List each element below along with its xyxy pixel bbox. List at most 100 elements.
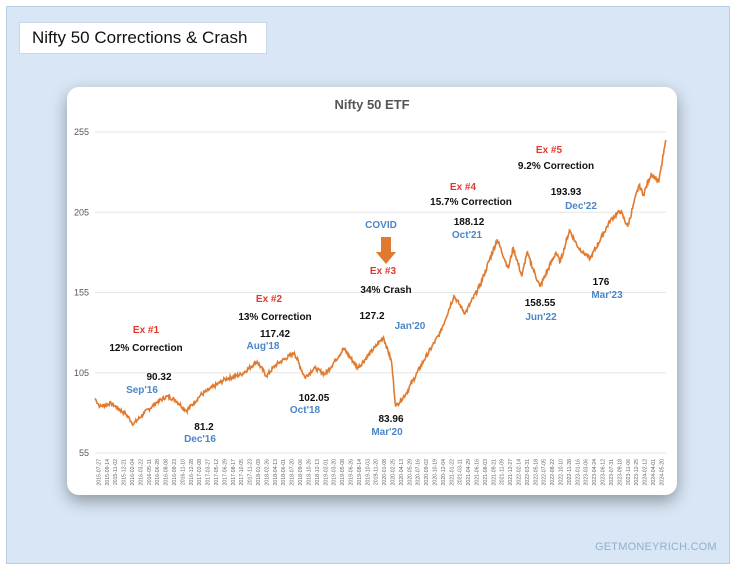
x-tick-label: 2019-10-03 — [365, 459, 371, 486]
x-tick-label: 2023-11-06 — [626, 459, 632, 485]
annotation-trough-value: 158.55 — [525, 298, 556, 309]
annotation-description: 34% Crash — [360, 285, 411, 296]
x-tick-label: 2022-11-28 — [567, 459, 573, 485]
x-tick-label: 2023-01-16 — [575, 459, 581, 486]
x-tick-label: 2022-05-18 — [533, 459, 539, 486]
x-tick-label: 2017-05-12 — [214, 459, 220, 486]
x-tick-label: 2021-11-09 — [500, 459, 506, 485]
x-tick-label: 2016-03-22 — [138, 459, 144, 486]
x-tick-label: 2018-10-26 — [306, 459, 312, 486]
x-tick-label: 2022-02-14 — [517, 459, 523, 486]
x-tick-label: 2022-10-10 — [559, 459, 565, 486]
x-tick-label: 2016-08-08 — [164, 459, 170, 486]
x-tick-label: 2015-07-27 — [96, 459, 102, 486]
annotation-description: 12% Correction — [109, 343, 182, 354]
x-tick-label: 2016-11-10 — [180, 459, 186, 485]
x-tick-label: 2016-05-11 — [147, 459, 153, 485]
y-tick-label: 255 — [74, 127, 89, 137]
x-tick-label: 2016-12-28 — [189, 459, 195, 486]
annotation-trough-date: Jun'22 — [525, 312, 557, 323]
x-tick-label: 2020-05-29 — [407, 459, 413, 486]
x-tick-label: 2018-06-01 — [281, 459, 287, 486]
x-tick-label: 2017-06-29 — [222, 459, 228, 486]
x-tick-label: 2018-09-06 — [298, 459, 304, 486]
x-tick-label: 2017-02-08 — [197, 459, 203, 486]
x-tick-label: 2017-03-27 — [206, 459, 212, 486]
annotation-peak-value: 188.12 — [454, 217, 485, 228]
annotation-peak-value: 117.42 — [260, 329, 290, 340]
x-tick-label: 2021-12-27 — [508, 459, 514, 486]
x-tick-label: 2019-06-26 — [348, 459, 354, 486]
x-tick-label: 2019-03-20 — [332, 459, 338, 486]
x-tick-label: 2020-10-19 — [432, 459, 438, 486]
x-tick-label: 2020-12-04 — [441, 459, 447, 486]
x-tick-label: 2023-09-18 — [617, 459, 623, 486]
x-tick-label: 2017-08-17 — [231, 459, 237, 486]
y-tick-label: 55 — [79, 448, 89, 458]
y-tick-label: 155 — [74, 288, 89, 298]
x-tick-label: 2023-12-25 — [634, 459, 640, 486]
x-tick-label: 2018-02-26 — [264, 459, 270, 486]
annotation-ex-label: Ex #1 — [133, 325, 160, 336]
x-tick-label: 2023-06-12 — [601, 459, 607, 486]
x-tick-label: 2016-06-28 — [155, 459, 161, 486]
annotation-event-label: COVID — [365, 220, 397, 231]
chart-card: Nifty 50 ETF 55 105 155 205 255 2015-07-27 20… — [67, 87, 677, 495]
x-tick-label: 2023-03-06 — [584, 459, 590, 486]
annotation-description: 13% Correction — [238, 312, 311, 323]
annotation-trough-date: Mar'23 — [591, 290, 623, 301]
x-tick-label: 2022-03-31 — [525, 459, 531, 486]
annotation-trough-date: Oct'18 — [290, 405, 321, 416]
x-tick-label: 2015-12-21 — [122, 459, 128, 486]
annotation-description: 15.7% Correction — [430, 197, 512, 208]
watermark: GETMONEYRICH.COM — [595, 541, 717, 553]
x-tick-label: 2020-09-02 — [424, 459, 430, 486]
x-tick-label: 2021-04-29 — [466, 459, 472, 486]
x-tick-label: 2020-02-25 — [390, 459, 396, 486]
y-tick-label: 105 — [74, 368, 89, 378]
chart-title: Nifty 50 ETF — [334, 97, 409, 112]
x-tick-label: 2023-07-31 — [609, 459, 615, 486]
x-tick-label: 2018-07-20 — [290, 459, 296, 486]
annotation-ex-label: Ex #4 — [450, 182, 477, 193]
series-line — [94, 139, 667, 427]
x-tick-label: 2018-01-09 — [256, 459, 262, 486]
x-tick-label: 2021-09-21 — [491, 459, 497, 486]
x-tick-label: 2021-08-03 — [483, 459, 489, 486]
x-tick-label: 2020-01-08 — [382, 459, 388, 486]
annotation-trough-value: 83.96 — [378, 414, 403, 425]
x-tick-label: 2024-02-12 — [643, 459, 649, 486]
x-tick-label: 2021-03-11 — [458, 459, 464, 485]
x-tick-label: 2015-11-02 — [113, 459, 119, 485]
x-tick-label: 2018-12-13 — [315, 459, 321, 486]
annotation-peak-date: Sep'16 — [126, 385, 158, 396]
annotation-trough-date: Dec'16 — [184, 434, 216, 445]
annotation-trough-value: 102.05 — [299, 393, 330, 404]
covid-arrow — [376, 237, 396, 264]
x-tick-label: 2016-09-23 — [172, 459, 178, 486]
annotation-peak-date: Jan'20 — [395, 321, 426, 332]
annotation-ex-label: Ex #3 — [370, 266, 397, 277]
page-title: Nifty 50 Corrections & Crash — [19, 22, 267, 54]
annotation-peak-date: Aug'18 — [247, 341, 280, 352]
x-tick-label: 2021-06-16 — [475, 459, 481, 486]
x-tick-label: 2020-04-13 — [399, 459, 405, 486]
x-tick-label: 2024-05-20 — [659, 459, 665, 486]
annotation-trough-date: Mar'20 — [371, 427, 403, 438]
x-tick-label: 2020-07-16 — [416, 459, 422, 486]
annotation-peak-value: 90.32 — [146, 372, 171, 383]
annotation-peak-value: 193.93 — [551, 187, 582, 198]
annotation-ex-label: Ex #2 — [256, 294, 283, 305]
annotation-peak-value: 127.2 — [359, 311, 384, 322]
x-tick-label: 2019-02-01 — [323, 459, 329, 486]
annotation-description: 9.2% Correction — [518, 161, 594, 172]
annotation-trough-value: 176 — [593, 277, 610, 288]
x-tick-label: 2022-08-22 — [550, 459, 556, 486]
x-tick-label: 2019-05-08 — [340, 459, 346, 486]
x-tick-label: 2019-11-20 — [374, 459, 380, 485]
annotation-ex-label: Ex #5 — [536, 145, 563, 156]
x-tick-label: 2016-02-04 — [130, 459, 136, 486]
x-tick-label: 2023-04-24 — [592, 459, 598, 486]
annotation-peak-date: Oct'21 — [452, 230, 483, 241]
annotation-peak-date: Dec'22 — [565, 201, 597, 212]
